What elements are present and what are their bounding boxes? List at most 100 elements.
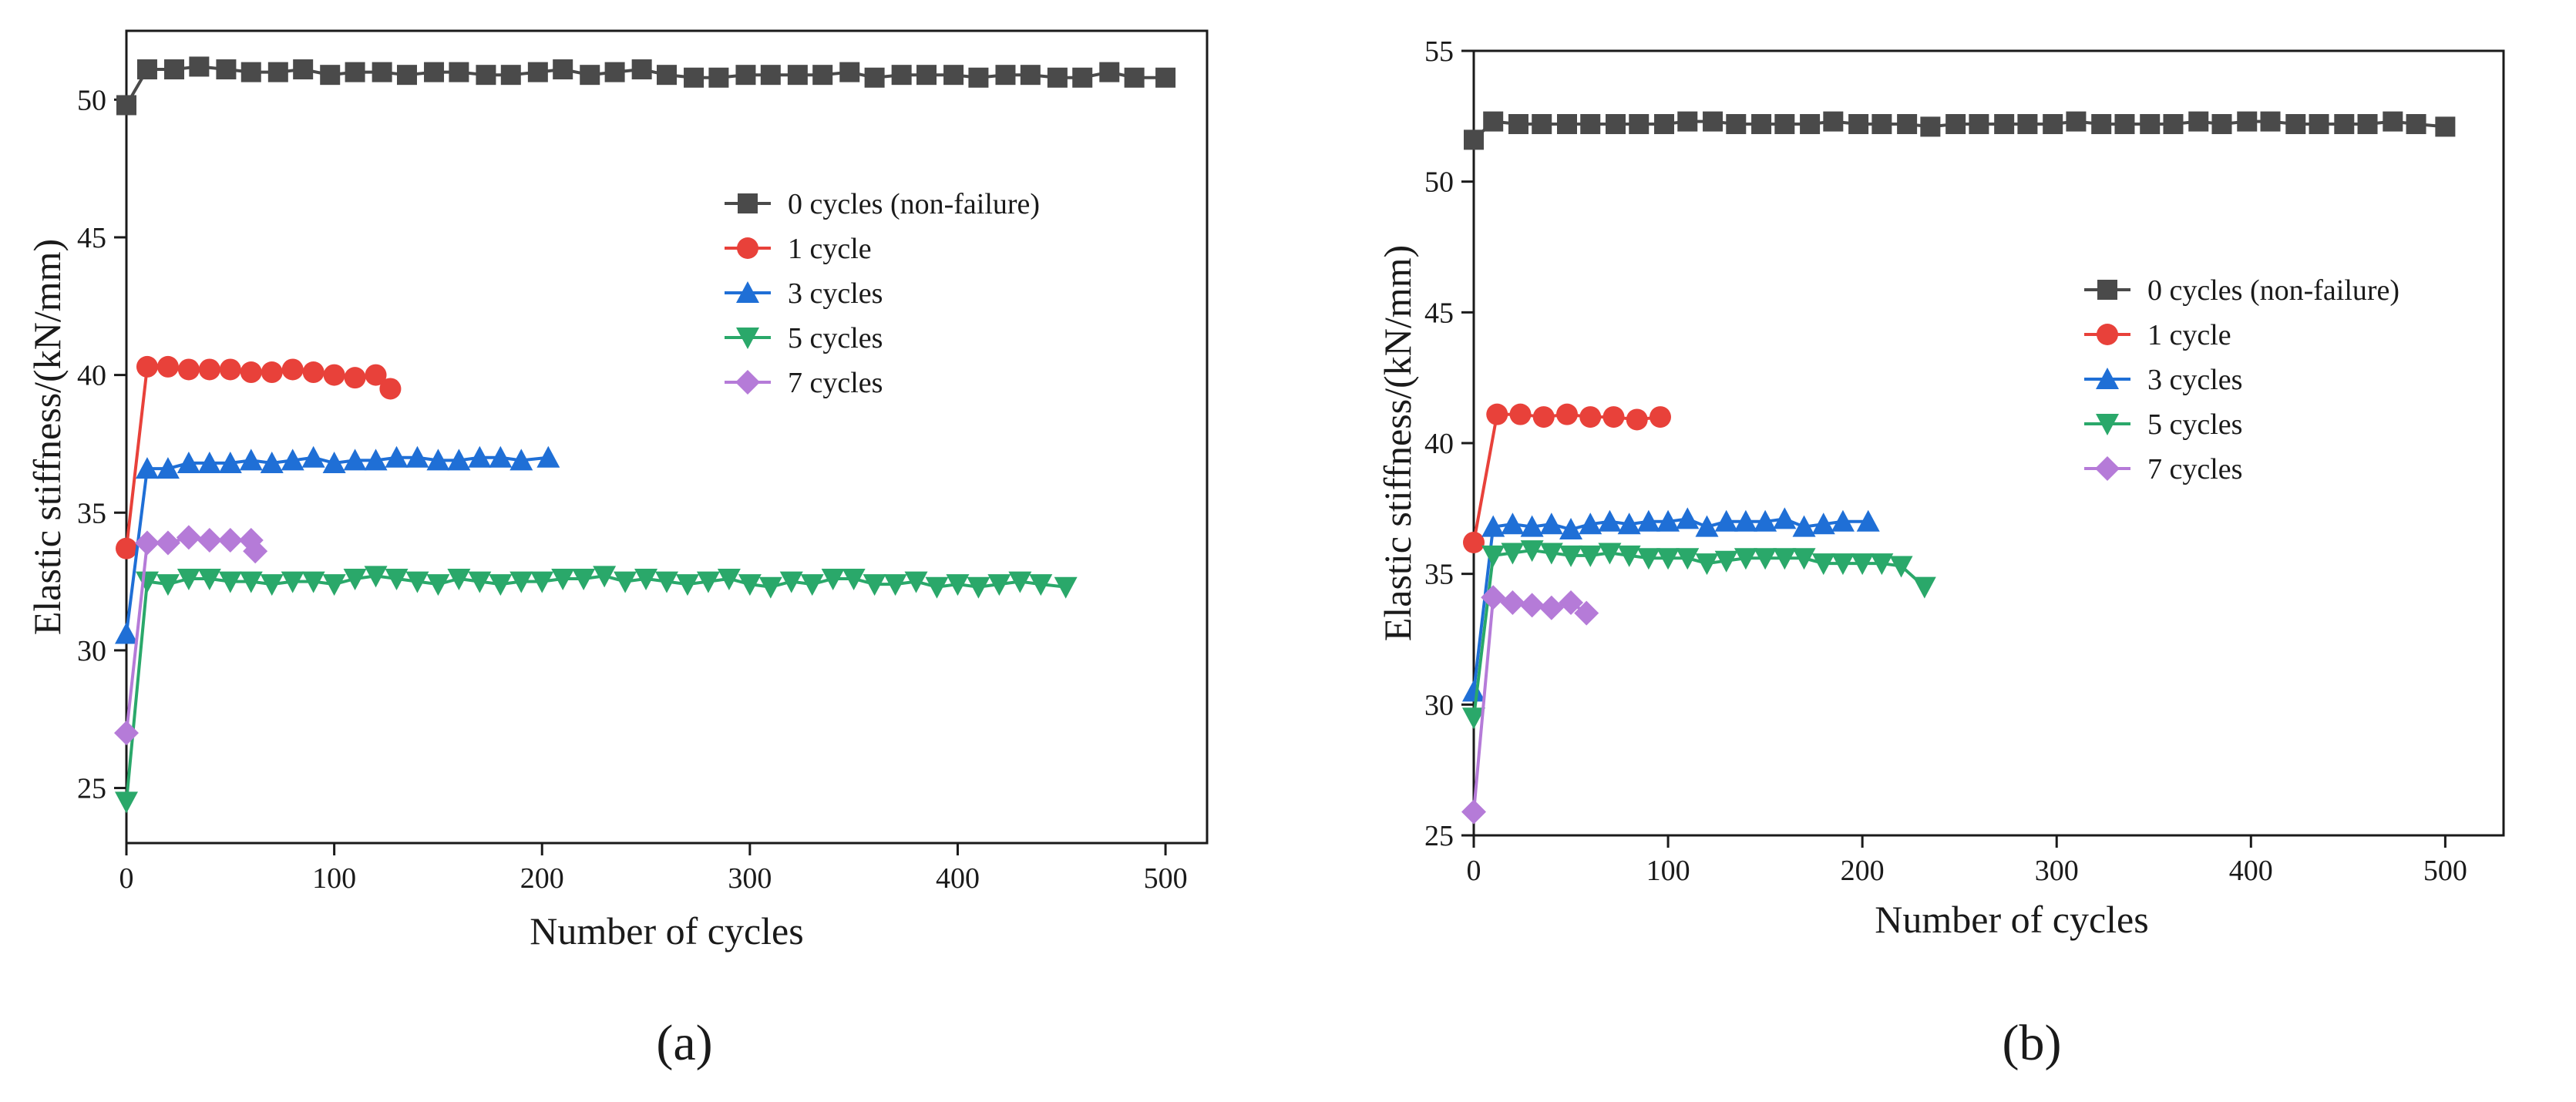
data-point-0-cycles-non-failure [1099, 62, 1120, 82]
data-point-3-cycles [1734, 509, 1757, 532]
data-point-5-cycles [364, 566, 388, 588]
data-point-3-cycles [1856, 509, 1880, 532]
data-point-0-cycles-non-failure [2435, 116, 2456, 137]
x-tick-label: 0 [119, 862, 134, 895]
data-point-1-cycle [219, 358, 241, 381]
data-point-0-cycles-non-failure [1897, 114, 1918, 135]
data-point-0-cycles-non-failure [189, 56, 210, 77]
data-point-3-cycles [1714, 509, 1738, 532]
legend-label-b-1: 1 cycle [2147, 319, 2231, 351]
y-tick-label: 45 [77, 222, 106, 254]
series-line-5-cycles [125, 574, 1066, 802]
data-point-0-cycles-non-failure [708, 67, 729, 88]
data-point-0-cycles-non-failure [1848, 114, 1869, 135]
data-point-0-cycles-non-failure [116, 95, 136, 116]
data-point-3-cycles [260, 451, 284, 473]
y-tick-label: 55 [1424, 35, 1454, 68]
data-point-1-cycle [1602, 406, 1625, 428]
legend-label-b-4: 7 cycles [2147, 453, 2242, 485]
data-point-3-cycles [322, 451, 346, 473]
legend-marker-shape [736, 328, 759, 349]
data-point-5-cycles [447, 569, 471, 591]
data-point-0-cycles-non-failure [1124, 67, 1145, 88]
data-point-0-cycles-non-failure [1774, 114, 1795, 135]
data-point-5-cycles [1851, 553, 1875, 576]
data-point-5-cycles [863, 574, 886, 596]
data-point-5-cycles [1579, 545, 1602, 567]
data-point-0-cycles-non-failure [968, 67, 989, 88]
legend-marker-shape [2097, 324, 2118, 345]
data-point-5-cycles [115, 791, 138, 814]
data-point-1-cycle [281, 358, 304, 381]
data-point-0-cycles-non-failure [943, 65, 964, 86]
data-point-0-cycles-non-failure [2383, 111, 2403, 132]
data-point-5-cycles [385, 569, 409, 591]
data-point-0-cycles-non-failure [2237, 111, 2258, 132]
data-point-3-cycles [1773, 507, 1797, 529]
data-point-7-cycles [243, 539, 268, 564]
plot-frame-b [1472, 49, 2505, 837]
data-point-0-cycles-non-failure [916, 65, 937, 86]
data-point-1-cycle [1579, 406, 1602, 428]
data-point-1-cycle [1509, 403, 1532, 425]
data-point-0-cycles-non-failure [2017, 114, 2038, 135]
data-point-5-cycles [1676, 548, 1700, 570]
legend-label-a-2: 3 cycles [788, 277, 883, 310]
data-point-5-cycles [322, 574, 346, 596]
data-point-5-cycles [1598, 543, 1622, 565]
panel-label-b: (b) [2003, 1015, 2062, 1071]
data-point-1-cycle [116, 537, 137, 559]
data-point-0-cycles-non-failure [2357, 114, 2378, 135]
data-point-0-cycles-non-failure [891, 65, 912, 86]
data-point-5-cycles [260, 574, 284, 596]
data-point-5-cycles [1912, 576, 1936, 599]
data-point-5-cycles [925, 576, 949, 599]
data-point-1-cycle [177, 358, 200, 381]
data-point-5-cycles [946, 574, 970, 596]
data-point-5-cycles [1831, 553, 1855, 576]
data-point-3-cycles [1617, 512, 1641, 535]
data-point-0-cycles-non-failure [320, 65, 341, 86]
data-point-5-cycles [967, 576, 990, 599]
data-point-0-cycles-non-failure [2066, 111, 2087, 132]
x-tick-label: 500 [2423, 855, 2467, 887]
data-point-3-cycles [536, 445, 560, 468]
data-point-5-cycles [675, 574, 699, 596]
data-point-5-cycles [821, 569, 845, 591]
y-tick-label: 50 [1424, 166, 1454, 199]
data-point-5-cycles [904, 571, 928, 593]
data-point-3-cycles [115, 622, 138, 644]
data-point-5-cycles [1501, 543, 1525, 565]
legend-label-b-3: 5 cycles [2147, 408, 2242, 441]
y-tick-label: 40 [1424, 428, 1454, 460]
data-point-3-cycles [1811, 512, 1835, 535]
legend-label-a-0: 0 cycles (non-failure) [788, 188, 1040, 220]
data-point-1-cycle [1649, 406, 1671, 428]
data-point-5-cycles [281, 571, 304, 593]
data-point-5-cycles [779, 571, 803, 593]
data-point-3-cycles [509, 449, 533, 471]
data-point-5-cycles [177, 569, 200, 591]
data-point-0-cycles-non-failure [1945, 114, 1966, 135]
data-point-3-cycles [343, 449, 367, 471]
legend-marker-b-2 [2096, 368, 2119, 389]
data-point-0-cycles-non-failure [2309, 114, 2329, 135]
data-point-1-cycle [136, 355, 158, 378]
data-point-5-cycles [1870, 553, 1894, 576]
data-point-5-cycles [509, 571, 533, 593]
y-tick-label: 25 [1424, 820, 1454, 852]
data-point-5-cycles [218, 571, 242, 593]
y-tick-label: 45 [1424, 297, 1454, 329]
data-point-7-cycles [197, 527, 222, 553]
data-point-0-cycles-non-failure [735, 65, 756, 86]
y-tick-label: 30 [1424, 689, 1454, 721]
data-point-0-cycles-non-failure [839, 62, 860, 82]
data-point-3-cycles [1481, 515, 1505, 537]
data-point-3-cycles [1520, 515, 1544, 537]
data-point-0-cycles-non-failure [684, 67, 705, 88]
data-point-0-cycles-non-failure [1703, 111, 1723, 132]
data-point-0-cycles-non-failure [1483, 111, 1504, 132]
data-point-1-cycle [1463, 531, 1485, 553]
data-point-3-cycles [385, 445, 409, 468]
plot-frame-a [125, 29, 1209, 845]
